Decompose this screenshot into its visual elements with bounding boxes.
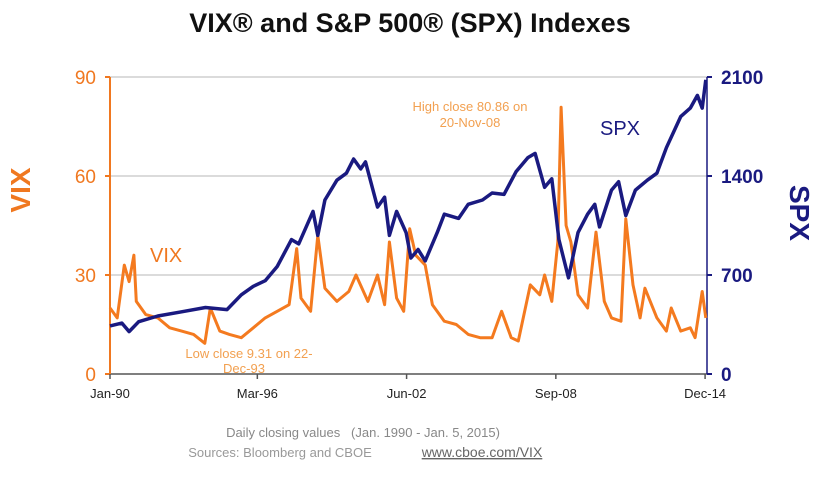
left-tick-label: 0 bbox=[85, 365, 96, 386]
left-tick-label: 30 bbox=[75, 266, 96, 287]
right-tick-label: 0 bbox=[721, 365, 732, 386]
x-tick-label: Sep-08 bbox=[535, 386, 577, 401]
footer-sources: Sources: Bloomberg and CBOE bbox=[188, 445, 372, 460]
spx-line bbox=[109, 79, 708, 334]
low-close-annotation-line2: Dec-93 bbox=[223, 361, 265, 376]
vix-series-label: VIX bbox=[150, 245, 182, 267]
footer-link[interactable]: www.cboe.com/VIX bbox=[421, 444, 543, 460]
chart-title: VIX® and S&P 500® (SPX) Indexes bbox=[189, 8, 630, 38]
series-lines bbox=[108, 79, 708, 345]
vix-line bbox=[108, 105, 708, 345]
x-tick-label: Dec-14 bbox=[684, 386, 726, 401]
right-tick-label: 2100 bbox=[721, 68, 763, 89]
spx-series-label: SPX bbox=[600, 118, 640, 140]
low-close-annotation-line1: Low close 9.31 on 22- bbox=[185, 346, 312, 361]
left-axis-label: VIX bbox=[5, 167, 36, 212]
high-close-annotation-line2: 20-Nov-08 bbox=[440, 115, 501, 130]
left-tick-label: 90 bbox=[75, 68, 96, 89]
x-tick-label: Jan-90 bbox=[90, 386, 130, 401]
high-close-annotation-line1: High close 80.86 on bbox=[413, 99, 528, 114]
footer-note: Daily closing values (Jan. 1990 - Jan. 5… bbox=[226, 425, 500, 440]
right-tick-label: 700 bbox=[721, 266, 753, 287]
x-tick-label: Jun-02 bbox=[387, 386, 427, 401]
left-tick-label: 60 bbox=[75, 167, 96, 188]
right-tick-label: 1400 bbox=[721, 167, 763, 188]
gridlines bbox=[110, 76, 707, 276]
axes: 0 30 60 90 0 700 1400 2100 Jan-90 Mar-96 Jun-02 Sep… bbox=[75, 68, 763, 401]
right-axis-label: SPX bbox=[784, 185, 815, 241]
x-tick-label: Mar-96 bbox=[237, 386, 278, 401]
